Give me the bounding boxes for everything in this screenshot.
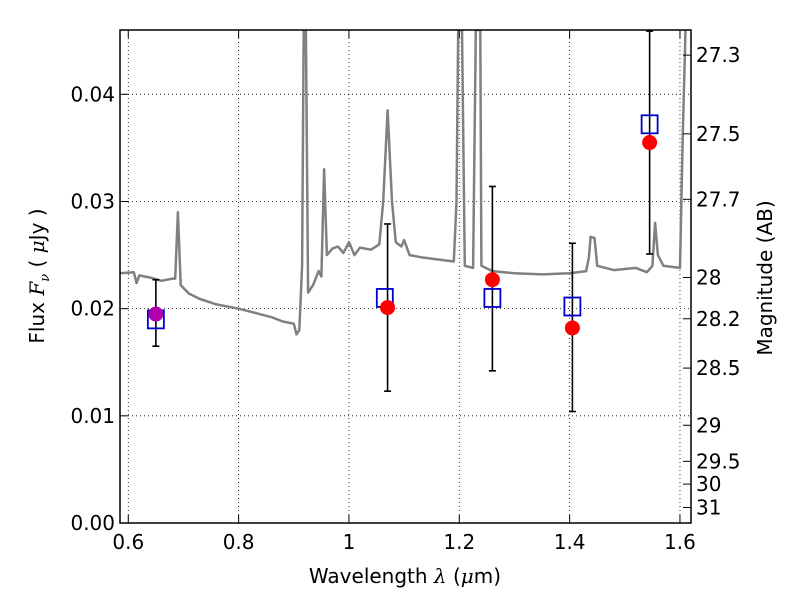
right-tick-label: 27.7: [696, 187, 741, 211]
right-axis-label: Magnitude (AB): [753, 200, 777, 355]
observed-point: [148, 306, 164, 322]
right-tick-label: 28.5: [696, 356, 741, 380]
right-tick-label: 30: [696, 472, 721, 496]
x-tick-label: 1.6: [664, 530, 696, 554]
model-point: [483, 288, 502, 308]
y-tick-label: 0.02: [70, 297, 115, 321]
right-tick-label: 31: [696, 496, 721, 520]
x-tick-label: 0.8: [223, 530, 255, 554]
grid: [120, 30, 691, 524]
observed-point: [380, 300, 396, 316]
observed-points-layer: [148, 135, 658, 336]
template-spectrum-line: [120, 30, 687, 336]
y-tick-label: 0.01: [70, 404, 115, 428]
plot-frame: [119, 29, 692, 524]
right-tick-label: 27.5: [696, 122, 741, 146]
observed-point: [564, 320, 580, 336]
right-tick-label: 27.3: [696, 43, 741, 67]
x-tick-label: 1.4: [554, 530, 586, 554]
model-points-layer: [146, 114, 659, 330]
template-spectrum-layer: [120, 30, 687, 336]
model-point: [640, 114, 659, 135]
y-tick-label: 0.00: [70, 511, 115, 535]
y-axis-label: Flux Fν ( μJy ): [25, 208, 53, 343]
x-tick-label: 1.2: [443, 530, 475, 554]
model-point: [563, 296, 582, 317]
right-tick-label: 29.5: [696, 449, 741, 473]
y-tick-label: 0.03: [70, 189, 115, 213]
right-tick-label: 28.2: [696, 307, 741, 331]
observed-point: [484, 272, 500, 288]
errorbar-layer: [152, 30, 654, 413]
right-tick-label: 28: [696, 265, 721, 289]
observed-point: [642, 135, 658, 151]
x-axis-label: Wavelength λ (μm): [309, 564, 501, 588]
x-tick-label: 0.6: [112, 530, 144, 554]
y-tick-label: 0.04: [70, 82, 115, 106]
axis-ticks: 0.6 0.8 1 1.2 1.4 1.6 0.00 0.01 0.02 0.03 0.04 27.3…: [70, 30, 741, 554]
x-tick-label: 1: [343, 530, 356, 554]
right-tick-label: 29: [696, 413, 721, 437]
